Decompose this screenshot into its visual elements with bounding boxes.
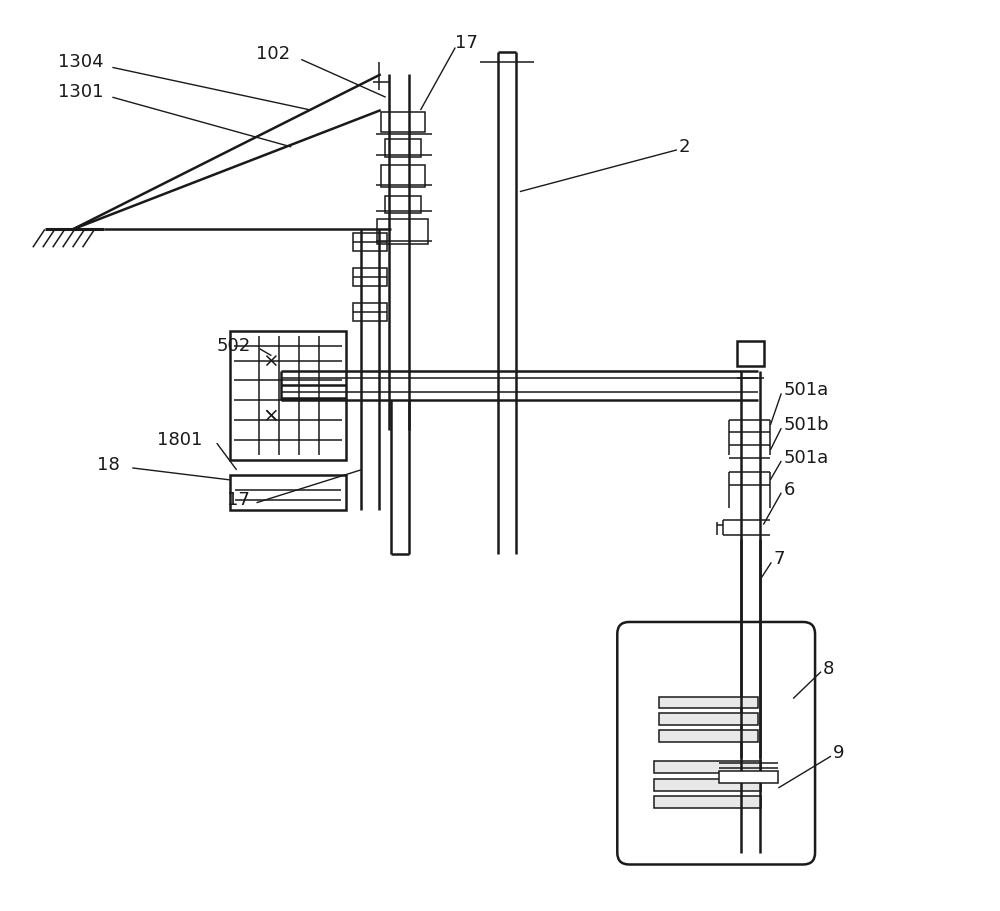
Bar bbox=[381, 165, 425, 187]
Bar bbox=[353, 268, 387, 286]
Text: 1304: 1304 bbox=[58, 54, 103, 71]
Text: 1801: 1801 bbox=[157, 431, 202, 449]
Bar bbox=[654, 779, 761, 791]
Text: 7: 7 bbox=[773, 550, 785, 568]
Bar bbox=[230, 331, 346, 460]
Bar bbox=[385, 139, 421, 157]
Text: 501b: 501b bbox=[783, 416, 829, 435]
Bar bbox=[353, 303, 387, 321]
Text: 1301: 1301 bbox=[58, 83, 103, 101]
Text: 18: 18 bbox=[97, 456, 120, 474]
Bar bbox=[659, 731, 758, 742]
Text: 102: 102 bbox=[256, 46, 291, 64]
Bar bbox=[737, 341, 764, 365]
Text: 502: 502 bbox=[217, 337, 251, 354]
Bar bbox=[230, 475, 346, 509]
Bar bbox=[353, 233, 387, 251]
Text: 6: 6 bbox=[783, 481, 795, 499]
Text: 501a: 501a bbox=[783, 449, 829, 467]
Bar bbox=[719, 771, 778, 783]
Bar bbox=[654, 761, 761, 773]
Bar bbox=[659, 697, 758, 709]
Text: 501a: 501a bbox=[783, 382, 829, 399]
Bar bbox=[385, 196, 421, 213]
Text: 17: 17 bbox=[455, 34, 478, 52]
Bar bbox=[654, 796, 761, 808]
Text: 9: 9 bbox=[833, 744, 844, 763]
Bar bbox=[377, 220, 428, 244]
Text: 17: 17 bbox=[227, 491, 250, 508]
Text: 8: 8 bbox=[823, 660, 834, 678]
Bar bbox=[381, 112, 425, 132]
Text: 2: 2 bbox=[679, 138, 690, 156]
FancyBboxPatch shape bbox=[617, 622, 815, 865]
Bar bbox=[659, 713, 758, 725]
